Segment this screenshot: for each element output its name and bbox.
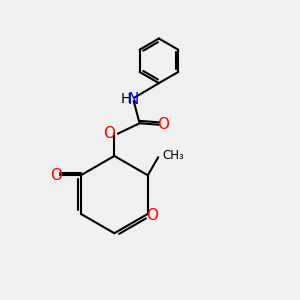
Text: H: H	[120, 92, 130, 106]
Text: O: O	[50, 168, 62, 183]
Text: O: O	[157, 117, 169, 132]
Text: O: O	[146, 208, 158, 224]
Text: N: N	[128, 92, 139, 107]
Text: O: O	[103, 126, 115, 141]
Text: CH₃: CH₃	[163, 149, 184, 162]
